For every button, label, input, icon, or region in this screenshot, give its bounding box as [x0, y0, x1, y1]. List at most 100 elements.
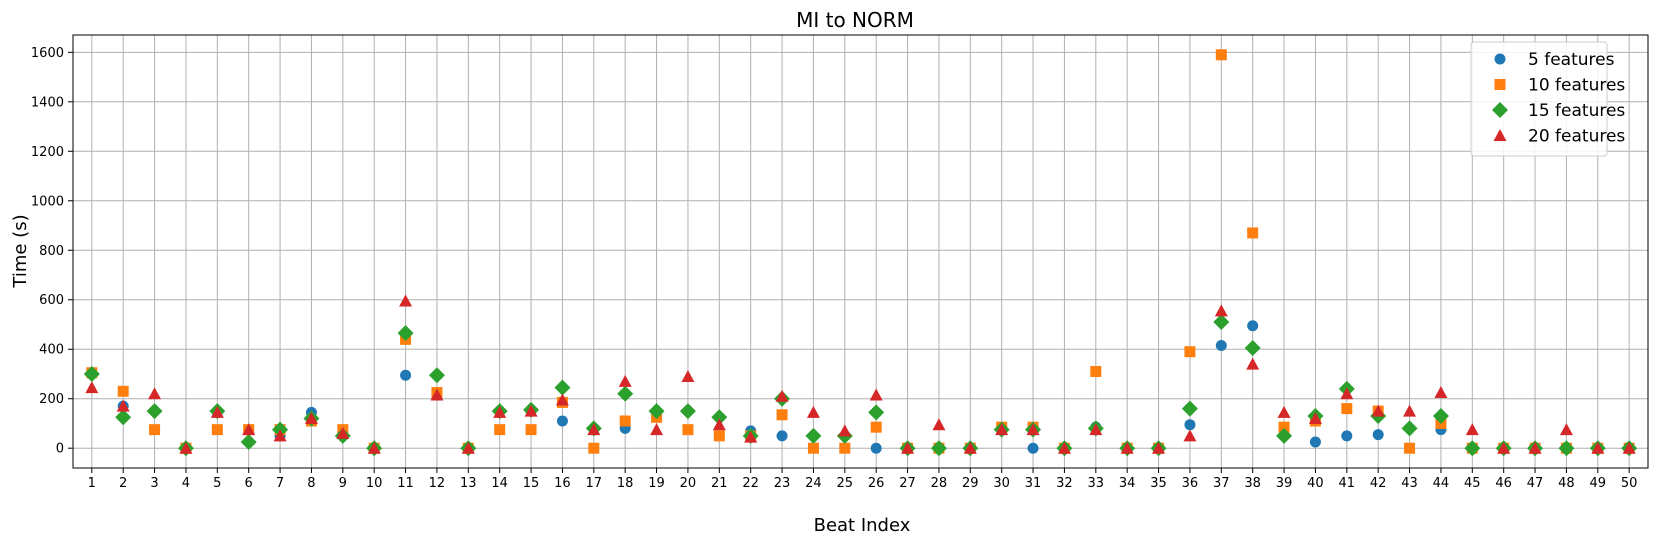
x-tick-label: 48 — [1558, 476, 1575, 491]
data-point — [868, 404, 885, 421]
data-point — [1528, 441, 1542, 454]
data-point — [1464, 440, 1481, 457]
data-point — [618, 374, 632, 387]
data-point — [1559, 423, 1573, 436]
plot-frame — [72, 34, 1649, 469]
x-tick-label: 12 — [429, 476, 446, 491]
x-tick-label: 33 — [1088, 476, 1105, 491]
data-point — [1184, 419, 1196, 431]
x-tick-label: 15 — [523, 476, 540, 491]
data-point — [775, 389, 789, 402]
data-point — [930, 440, 947, 457]
data-point — [1404, 442, 1416, 454]
data-point — [619, 415, 631, 427]
x-tick-label: 40 — [1307, 476, 1324, 491]
x-tick-label: 5 — [213, 476, 221, 491]
data-point — [1340, 387, 1354, 400]
data-point — [149, 424, 161, 436]
data-point — [148, 387, 162, 400]
legend-label: 15 features — [1528, 101, 1625, 121]
y-tick-label: 1200 — [31, 145, 64, 160]
data-point — [1341, 430, 1353, 442]
data-point — [428, 367, 445, 384]
data-point — [1341, 403, 1353, 415]
legend-label: 5 features — [1528, 50, 1615, 70]
data-point — [210, 405, 224, 418]
x-tick-label: 16 — [554, 476, 571, 491]
data-point — [179, 441, 193, 454]
data-point — [807, 442, 819, 454]
x-tick-label: 22 — [742, 476, 759, 491]
y-tick-label: 200 — [39, 392, 64, 407]
x-tick-label: 44 — [1433, 476, 1450, 491]
data-point — [711, 409, 728, 426]
x-tick-label: 31 — [1025, 476, 1042, 491]
data-point — [1247, 320, 1259, 332]
data-point — [1089, 423, 1103, 436]
data-point — [1120, 441, 1134, 454]
data-point — [554, 379, 571, 396]
data-point — [806, 405, 820, 418]
data-point — [650, 423, 664, 436]
legend-marker — [1492, 102, 1508, 118]
x-tick-label: 6 — [245, 476, 253, 491]
data-point — [587, 423, 601, 436]
y-tick-label: 1000 — [31, 194, 64, 209]
data-point — [1277, 405, 1291, 418]
data-point — [493, 405, 507, 418]
data-point — [1057, 441, 1071, 454]
data-point — [839, 442, 851, 454]
data-point — [494, 424, 506, 436]
data-point — [805, 427, 822, 444]
x-tick-label: 41 — [1339, 476, 1356, 491]
data-point — [555, 393, 569, 406]
data-point — [1558, 440, 1575, 457]
legend-marker — [1494, 79, 1506, 90]
x-tick-label: 13 — [460, 476, 477, 491]
data-point — [1432, 408, 1449, 425]
data-point — [1247, 227, 1259, 239]
x-tick-label: 25 — [837, 476, 854, 491]
data-point — [85, 381, 99, 394]
data-point — [524, 404, 538, 417]
data-point — [240, 434, 257, 451]
data-point — [1401, 420, 1418, 437]
y-axis-ticks: 0 200 400 600 800 1000 1200 1400 1600 — [31, 46, 73, 457]
data-point — [870, 421, 882, 433]
data-point — [1215, 340, 1227, 352]
data-point — [1183, 429, 1197, 442]
data-point — [648, 403, 665, 420]
data-point — [1308, 412, 1322, 425]
data-point — [273, 429, 287, 442]
y-tick-label: 1600 — [31, 46, 64, 61]
data-point — [1246, 357, 1260, 370]
data-point — [681, 369, 695, 382]
x-axis-label: Beat Index — [814, 515, 911, 536]
data-point — [1276, 427, 1293, 444]
x-tick-label: 10 — [366, 476, 383, 491]
data-point — [336, 426, 350, 439]
x-tick-label: 32 — [1056, 476, 1073, 491]
data-point — [115, 409, 132, 426]
data-point — [1591, 441, 1605, 454]
x-tick-label: 36 — [1182, 476, 1199, 491]
x-tick-label: 1 — [88, 476, 96, 491]
x-tick-label: 21 — [711, 476, 728, 491]
data-point — [399, 294, 413, 307]
x-tick-label: 38 — [1244, 476, 1261, 491]
data-point — [1371, 404, 1385, 417]
data-point — [1184, 346, 1196, 358]
data-point — [1465, 423, 1479, 436]
data-point — [397, 325, 414, 342]
y-tick-label: 400 — [39, 343, 64, 358]
data-point — [83, 365, 100, 382]
data-point — [1434, 386, 1448, 399]
data-point — [525, 424, 537, 436]
data-point — [1090, 366, 1102, 378]
x-tick-label: 4 — [182, 476, 190, 491]
x-tick-label: 7 — [276, 476, 284, 491]
x-tick-label: 14 — [491, 476, 508, 491]
data-point — [1622, 441, 1636, 454]
data-point — [304, 412, 318, 425]
